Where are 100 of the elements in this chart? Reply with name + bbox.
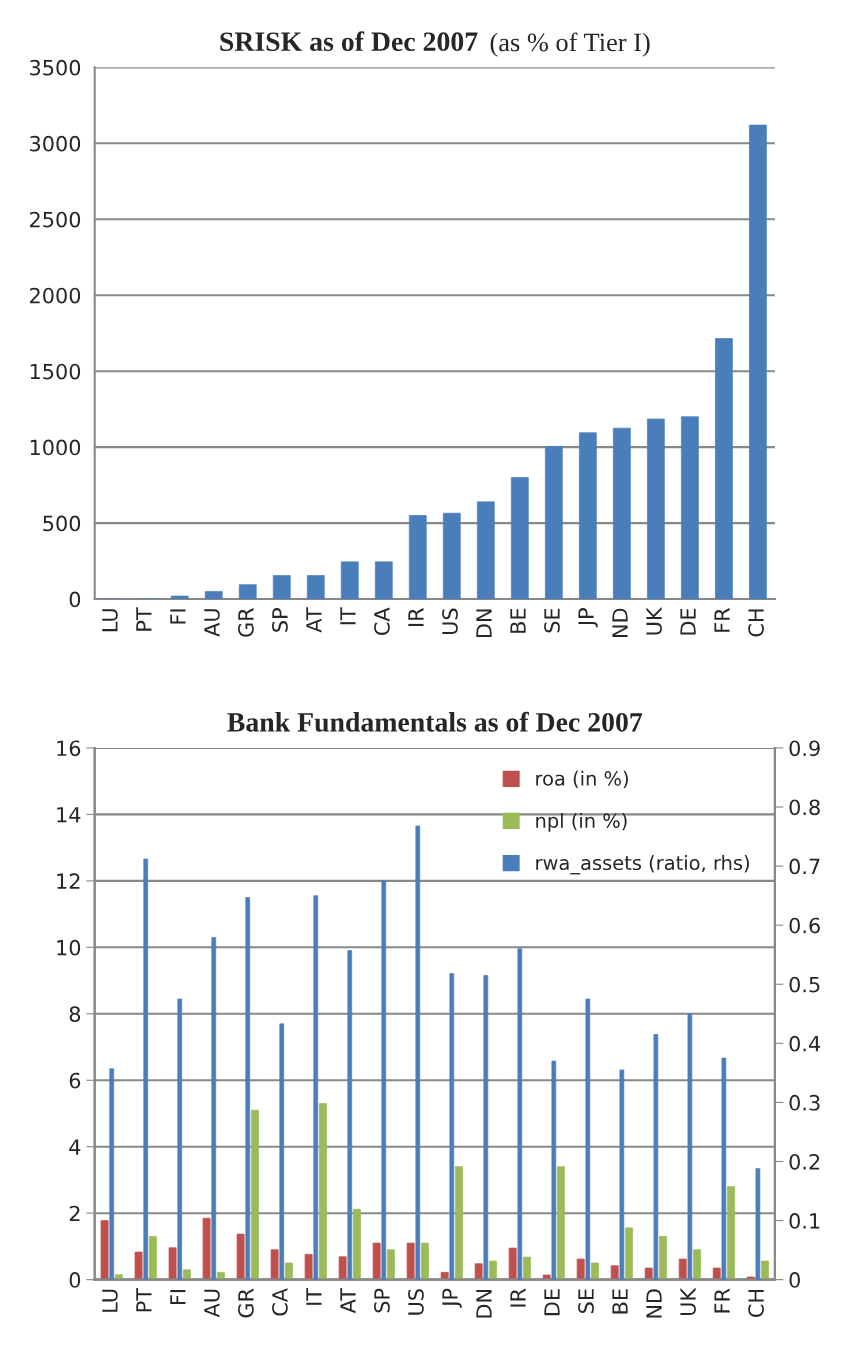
chart-title: SRISK as of Dec 2007 xyxy=(220,31,478,52)
bar xyxy=(202,1217,211,1280)
bar xyxy=(381,880,387,1280)
bar xyxy=(644,1267,653,1280)
bar xyxy=(681,416,699,600)
bar xyxy=(372,1242,381,1280)
x-tick-label: SP xyxy=(374,1288,390,1313)
bar xyxy=(610,1265,619,1280)
x-tick-label: CH xyxy=(748,1290,764,1318)
x-tick-label: CH xyxy=(748,609,764,637)
y2-tick-label: 0 xyxy=(789,1272,800,1288)
y2-tick-label: 0.9 xyxy=(789,740,820,757)
bar xyxy=(374,561,393,600)
x-tick-label: AT xyxy=(306,607,322,633)
bar xyxy=(442,512,461,600)
bar xyxy=(585,998,591,1280)
x-tick-label: SP xyxy=(272,608,288,632)
y2-tick-label: 0.1 xyxy=(789,1213,820,1229)
bar xyxy=(659,1236,667,1280)
y-tick-label: 1500 xyxy=(30,363,81,380)
x-tick-label: IR xyxy=(408,607,424,626)
x-tick-label: US xyxy=(408,1289,424,1315)
bar xyxy=(100,1220,109,1280)
bar xyxy=(134,1251,143,1280)
bar xyxy=(523,1256,531,1280)
x-tick-label: FR xyxy=(714,607,730,632)
x-tick-label: SE xyxy=(578,1289,594,1313)
bar xyxy=(746,1276,755,1280)
bar xyxy=(576,1258,585,1280)
bar xyxy=(406,1242,415,1280)
bar xyxy=(236,1233,245,1280)
bar xyxy=(211,937,217,1280)
bar xyxy=(408,515,427,600)
bar xyxy=(483,975,489,1280)
x-tick-label: US xyxy=(442,608,458,635)
bar xyxy=(421,1242,429,1280)
x-tick-label: FR xyxy=(714,1288,730,1313)
bar xyxy=(338,1256,347,1280)
bar xyxy=(182,1269,191,1280)
bar xyxy=(761,1260,769,1280)
x-tick-label: LU xyxy=(102,1289,118,1312)
x-tick-label: FI xyxy=(170,609,186,624)
x-tick-label: BE xyxy=(510,608,526,633)
bar xyxy=(284,1262,293,1280)
y-tick-label: 0 xyxy=(69,1272,81,1288)
bar xyxy=(177,998,183,1280)
bar xyxy=(755,1168,761,1280)
bar xyxy=(613,427,631,600)
y-tick-label: 8 xyxy=(69,1006,81,1023)
x-tick-label: FI xyxy=(170,1290,186,1305)
bar xyxy=(721,1057,727,1280)
bar xyxy=(204,591,223,600)
x-tick-label: IT xyxy=(340,607,356,625)
y2-tick-label: 0.7 xyxy=(789,858,820,875)
chart-title: Bank Fundamentals as of Dec 2007 xyxy=(227,711,643,732)
x-tick-label: DN xyxy=(476,1290,492,1318)
chart-subtitle: (as % of Tier I) xyxy=(490,32,650,57)
bar xyxy=(304,1254,313,1280)
y-tick-label: 16 xyxy=(57,740,81,757)
y2-tick-label: 0.3 xyxy=(789,1094,820,1111)
bar xyxy=(579,432,597,600)
y-tick-label: 14 xyxy=(57,807,81,823)
bar xyxy=(625,1227,633,1280)
y2-tick-label: 0.8 xyxy=(789,799,820,816)
y-tick-label: 6 xyxy=(69,1072,81,1089)
x-tick-label: DN xyxy=(476,609,492,637)
x-tick-label: PT xyxy=(136,607,152,631)
y-tick-label: 2000 xyxy=(30,287,81,304)
y-tick-label: 0 xyxy=(69,591,81,608)
bar xyxy=(168,1247,177,1280)
bar xyxy=(476,501,495,600)
bar xyxy=(542,1274,551,1280)
y-tick-label: 2 xyxy=(69,1205,80,1222)
y-tick-label: 1000 xyxy=(30,439,81,456)
y2-tick-label: 0.5 xyxy=(789,976,820,993)
bar xyxy=(712,1267,721,1280)
bar xyxy=(143,858,149,1280)
y-tick-label: 3500 xyxy=(30,59,81,76)
x-tick-label: JP xyxy=(578,608,598,628)
x-tick-label: UK xyxy=(646,606,662,635)
bar xyxy=(340,561,359,600)
bar xyxy=(114,1274,123,1280)
bar xyxy=(148,1236,157,1280)
bar xyxy=(591,1262,599,1280)
y2-tick-label: 0.4 xyxy=(789,1035,821,1052)
bar xyxy=(245,897,251,1280)
legend-label: rwa_assets (ratio, rhs) xyxy=(536,855,749,875)
bar xyxy=(238,584,257,600)
x-tick-label: IT xyxy=(306,1287,322,1305)
x-tick-label: AT xyxy=(340,1287,356,1314)
bar xyxy=(693,1249,701,1280)
bar xyxy=(687,1013,693,1280)
bar xyxy=(270,1249,279,1280)
bar xyxy=(272,575,291,600)
bar xyxy=(508,1247,517,1280)
bar xyxy=(353,1208,361,1280)
x-tick-label: ND xyxy=(646,1289,662,1318)
bar xyxy=(440,1271,449,1280)
y-tick-label: 3000 xyxy=(30,135,81,152)
x-tick-label: BE xyxy=(612,1289,628,1314)
